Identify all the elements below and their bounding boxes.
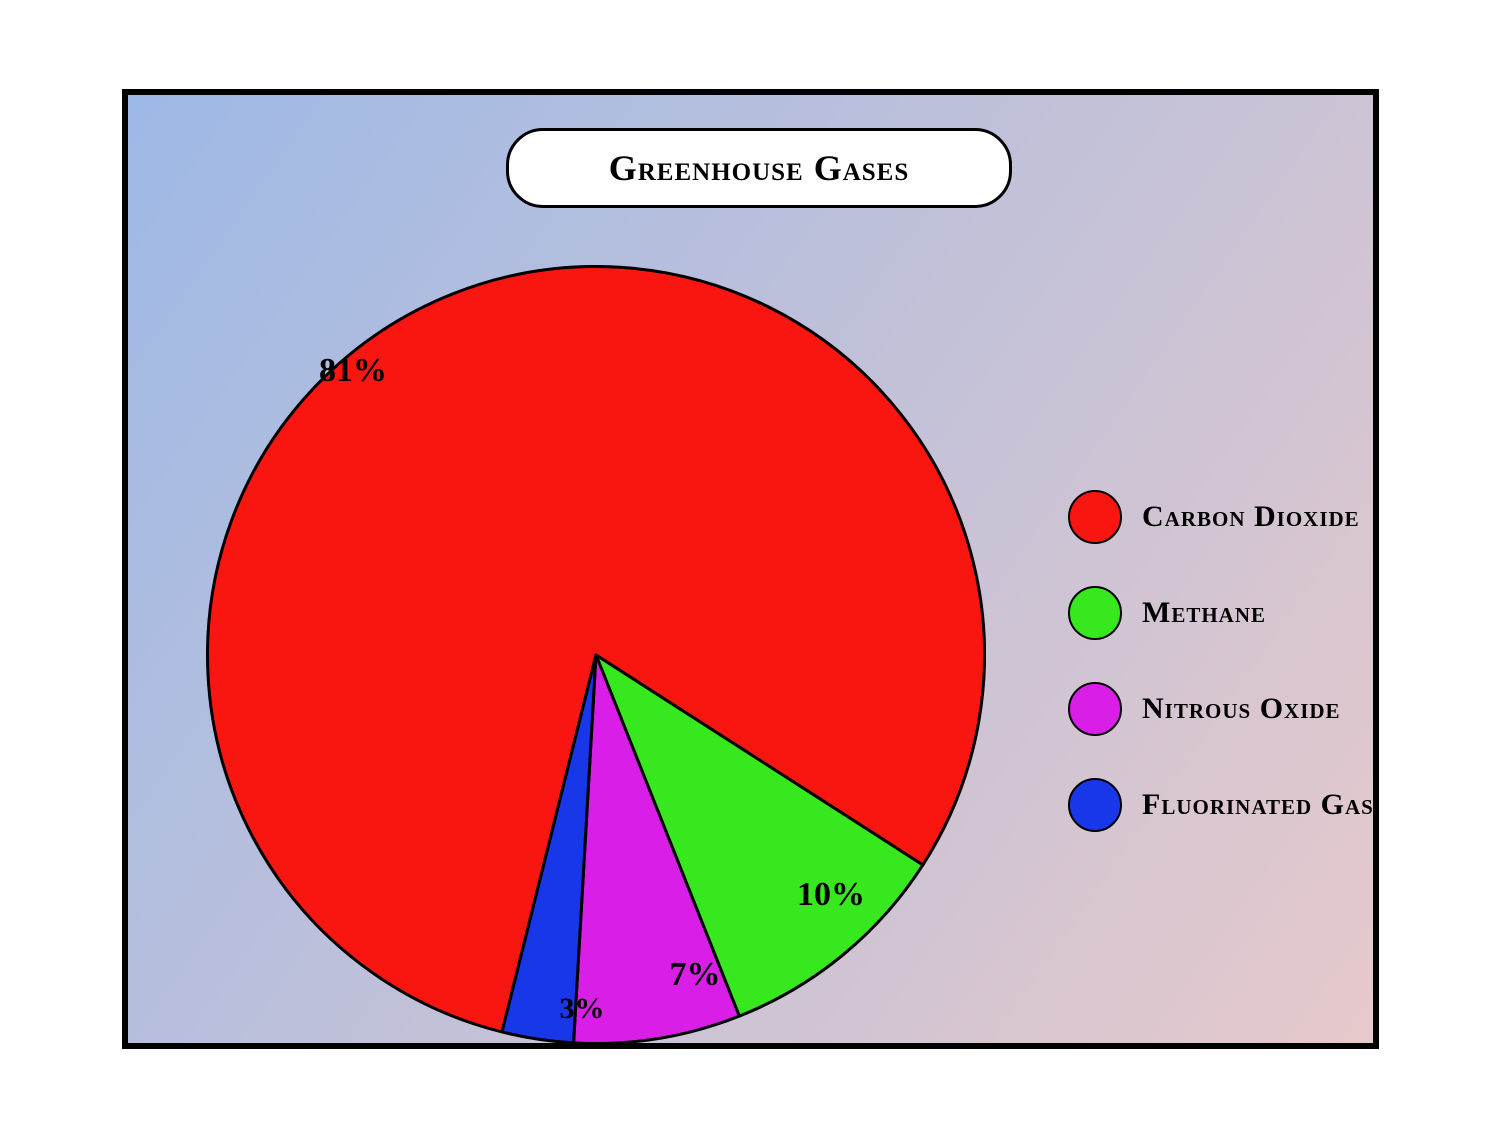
chart-frame: Greenhouse Gases Carbon Dioxide Methane Ni… <box>122 89 1379 1049</box>
legend-item-carbon-dioxide: Carbon Dioxide <box>1068 490 1374 544</box>
legend-label-methane: Methane <box>1142 596 1266 630</box>
legend-label-fluorinated-gas: Fluorinated Gas <box>1142 788 1374 822</box>
legend: Carbon Dioxide Methane Nitrous Oxide Fluori… <box>1068 490 1374 832</box>
legend-swatch-nitrous-oxide <box>1068 682 1122 736</box>
pie-label-nitrous-oxide: 7% <box>670 956 721 994</box>
legend-swatch-fluorinated-gas <box>1068 778 1122 832</box>
legend-label-nitrous-oxide: Nitrous Oxide <box>1142 692 1341 726</box>
chart-title-text: Greenhouse Gases <box>609 147 910 189</box>
legend-label-carbon-dioxide: Carbon Dioxide <box>1142 500 1360 534</box>
legend-swatch-carbon-dioxide <box>1068 490 1122 544</box>
legend-item-fluorinated-gas: Fluorinated Gas <box>1068 778 1374 832</box>
legend-item-methane: Methane <box>1068 586 1374 640</box>
pie-label-fluorinated-gas: 3% <box>560 992 605 1026</box>
pie-label-carbon-dioxide: 81% <box>319 352 387 390</box>
legend-item-nitrous-oxide: Nitrous Oxide <box>1068 682 1374 736</box>
legend-swatch-methane <box>1068 586 1122 640</box>
pie-label-methane: 10% <box>797 876 865 914</box>
chart-title: Greenhouse Gases <box>506 128 1012 208</box>
